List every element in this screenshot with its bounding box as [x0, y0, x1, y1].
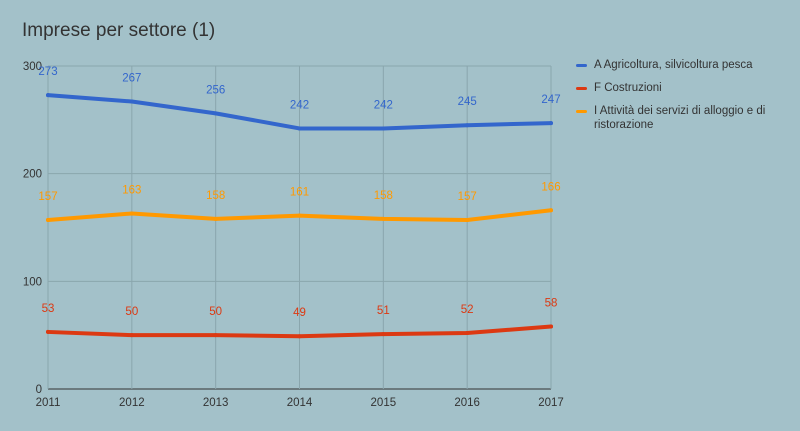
y-tick-label: 300	[23, 61, 42, 73]
legend-swatch	[576, 64, 587, 67]
legend-label: I Attività dei servizi di alloggio e di …	[594, 105, 766, 131]
x-tick-label: 2015	[371, 397, 397, 409]
data-point	[213, 111, 218, 116]
data-point	[549, 324, 553, 329]
x-tick-label: 2017	[538, 397, 564, 409]
axes: 0 100 200 300 2011 2012 2013 2014 2015 2016 2017	[23, 61, 564, 409]
data-label: 158	[206, 190, 225, 202]
data-point	[129, 99, 134, 104]
y-tick-label: 0	[36, 384, 42, 396]
data-label: 49	[293, 307, 306, 319]
data-label: 166	[541, 181, 560, 193]
y-tick-label: 200	[23, 169, 42, 181]
data-label: 245	[458, 96, 477, 108]
data-label: 161	[290, 187, 309, 199]
data-label: 242	[374, 99, 393, 111]
data-label: 247	[541, 94, 560, 106]
legend-swatch	[576, 87, 587, 90]
data-label: 273	[38, 66, 57, 78]
data-point	[46, 93, 50, 98]
data-point	[213, 333, 218, 338]
data-label: 51	[377, 305, 390, 317]
x-tick-label: 2013	[203, 397, 229, 409]
data-label: 157	[458, 191, 477, 203]
data-label: 53	[42, 303, 55, 315]
x-tick-label: 2016	[454, 397, 480, 409]
data-point	[465, 217, 470, 222]
data-label: 242	[290, 99, 309, 111]
series-lines	[46, 93, 553, 339]
data-point	[213, 216, 218, 221]
legend-swatch	[576, 110, 587, 113]
data-point	[297, 334, 302, 339]
legend-label: A Agricoltura, silvicoltura pesca	[594, 59, 753, 71]
data-point	[46, 329, 50, 334]
data-point	[549, 121, 553, 126]
x-tick-label: 2014	[287, 397, 313, 409]
data-point	[549, 208, 553, 213]
legend-label: F Costruzioni	[594, 82, 662, 94]
data-point	[381, 332, 386, 337]
data-label: 50	[209, 306, 222, 318]
data-label: 163	[122, 185, 141, 197]
y-tick-label: 100	[23, 276, 42, 288]
data-label: 157	[38, 191, 57, 203]
data-point	[381, 126, 386, 131]
data-point	[129, 333, 134, 338]
data-point	[46, 217, 50, 222]
data-label: 58	[545, 298, 558, 310]
grid	[47, 65, 552, 390]
data-label: 52	[461, 304, 474, 316]
legend-item: A Agricoltura, silvicoltura pesca	[576, 58, 791, 72]
data-point	[465, 123, 470, 128]
x-tick-label: 2011	[36, 397, 61, 409]
legend: A Agricoltura, silvicoltura pesca F Costr…	[576, 58, 791, 141]
data-label: 50	[125, 306, 138, 318]
data-point	[381, 216, 386, 221]
chart-title: Imprese per settore (1)	[22, 20, 216, 41]
data-point	[129, 211, 134, 216]
legend-item: I Attività dei servizi di alloggio e di …	[576, 104, 791, 132]
data-label: 267	[122, 73, 141, 85]
data-point	[465, 331, 470, 336]
data-point	[297, 213, 302, 218]
x-tick-label: 2012	[119, 397, 145, 409]
data-labels: 273 267 256 242 242 245 247 53 50 50 49 51 52 58 157 16…	[38, 66, 560, 319]
legend-item: F Costruzioni	[576, 81, 791, 95]
data-label: 158	[374, 190, 393, 202]
data-point	[297, 126, 302, 131]
data-label: 256	[206, 84, 225, 96]
